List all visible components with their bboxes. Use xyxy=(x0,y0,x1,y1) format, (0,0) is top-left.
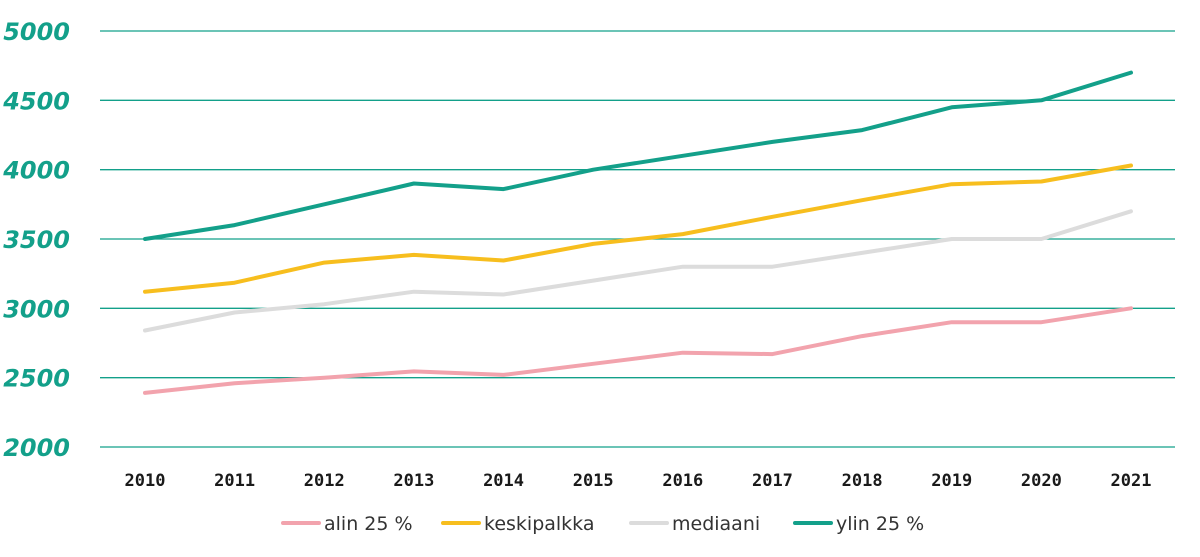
x-tick-label: 2013 xyxy=(393,471,434,491)
legend-label: keskipalkka xyxy=(484,513,595,535)
y-tick-label: 4500 xyxy=(2,87,70,115)
legend: alin 25 % keskipalkka mediaani ylin 25 % xyxy=(281,513,924,535)
x-tick-label: 2020 xyxy=(1021,471,1062,491)
x-tick-label: 2010 xyxy=(125,471,166,491)
x-tick-label: 2017 xyxy=(752,471,793,491)
legend-label: ylin 25 % xyxy=(836,513,924,535)
series-lines xyxy=(143,70,1133,395)
legend-label: alin 25 % xyxy=(324,513,413,535)
legend-label: mediaani xyxy=(672,513,760,535)
x-axis-ticks: 2010 2011 2012 2013 2014 2015 2016 2017 2018 2019… xyxy=(125,471,1152,491)
series-line-4 xyxy=(143,70,1133,241)
series-line-3 xyxy=(143,209,1133,333)
x-tick-label: 2016 xyxy=(662,471,703,491)
y-tick-label: 3500 xyxy=(3,226,70,254)
y-tick-label: 3000 xyxy=(3,295,70,323)
x-tick-label: 2015 xyxy=(573,471,614,491)
x-tick-label: 2011 xyxy=(214,471,255,491)
x-tick-label: 2014 xyxy=(483,471,524,491)
x-tick-label: 2012 xyxy=(304,471,345,491)
x-tick-label: 2018 xyxy=(842,471,883,491)
y-axis-ticks: 2000 2500 3000 3500 4000 4500 5000 xyxy=(2,18,70,462)
y-tick-label: 2500 xyxy=(3,365,70,393)
series-line-2 xyxy=(143,163,1133,294)
x-tick-label: 2021 xyxy=(1111,471,1152,491)
y-tick-label: 4000 xyxy=(2,157,70,185)
x-tick-label: 2019 xyxy=(931,471,972,491)
series-line-1 xyxy=(143,306,1133,395)
y-tick-label: 5000 xyxy=(3,18,70,46)
y-tick-label: 2000 xyxy=(3,434,70,462)
